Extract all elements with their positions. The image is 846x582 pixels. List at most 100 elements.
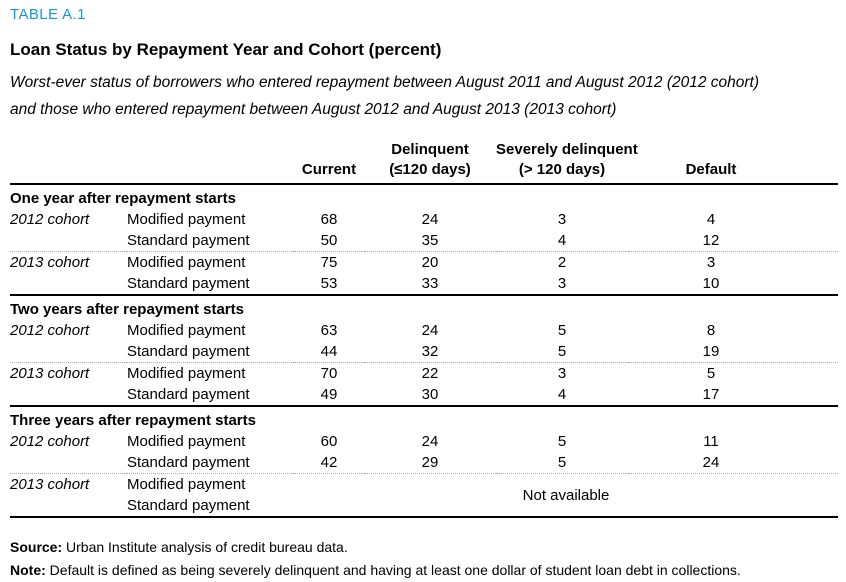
page-title: Loan Status by Repayment Year and Cohort… [10, 40, 442, 59]
payment-cell: Standard payment [127, 454, 250, 471]
subtitle-line-2: and those who entered repayment between … [10, 101, 617, 118]
column-header-delinquent-line1: Delinquent [391, 141, 469, 158]
value-default: 19 [702, 343, 720, 360]
note-text: Default is defined as being severely del… [45, 562, 741, 578]
cohort-cell [10, 273, 127, 295]
value-default: 5 [628, 362, 838, 384]
value-severely-delinquent: 5 [557, 343, 567, 360]
value-default: 11 [703, 433, 719, 450]
cohort-cell [10, 230, 127, 252]
payment-cell: Standard payment [127, 275, 250, 292]
cohort-cell: 2013 cohort [10, 251, 127, 273]
column-header-severely-line2: (> 120 days) [518, 161, 606, 178]
column-header-delinquent: Delinquent (≤120 days) [364, 140, 496, 185]
value-current: 49 [320, 386, 338, 403]
table-row: Standard payment 44 32 5 19 [10, 341, 838, 363]
section-title: One year after repayment starts [10, 183, 838, 209]
value-severely-delinquent: 5 [557, 454, 567, 471]
table-row: 2012 cohort Modified payment 68 24 3 4 [10, 209, 838, 230]
value-current: 75 [294, 251, 364, 273]
table-row: 2013 cohort Modified payment 75 20 2 3 [10, 251, 838, 273]
source-label: Source: [10, 539, 63, 555]
value-delinquent: 22 [364, 362, 496, 384]
column-header-severely-line1: Severely delinquent [496, 141, 638, 158]
cohort-cell: 2012 cohort [10, 433, 90, 450]
not-available-cell: Not available [294, 473, 838, 517]
value-delinquent: 32 [421, 343, 439, 360]
value-current: 50 [320, 232, 338, 249]
value-default: 12 [702, 232, 720, 249]
value-delinquent: 24 [421, 433, 439, 450]
section-header-two-years: Two years after repayment starts [10, 294, 838, 320]
table-footnotes: Source: Urban Institute analysis of cred… [10, 536, 838, 582]
value-current: 63 [320, 322, 338, 339]
value-severely-delinquent: 4 [557, 232, 567, 249]
value-delinquent: 35 [421, 232, 439, 249]
value-severely-delinquent: 2 [496, 251, 628, 273]
payment-cell: Modified payment [127, 473, 294, 495]
table-row: 2012 cohort Modified payment 63 24 5 8 [10, 320, 838, 341]
table-row: 2013 cohort Modified payment 70 22 3 5 [10, 362, 838, 384]
column-header-severely-delinquent: Severely delinquent (> 120 days) [496, 140, 638, 185]
cohort-cell: 2013 cohort [10, 362, 127, 384]
value-severely-delinquent: 3 [557, 275, 567, 292]
value-current: 60 [320, 433, 338, 450]
value-delinquent: 33 [421, 275, 439, 292]
value-delinquent: 30 [421, 386, 439, 403]
column-header-delinquent-line2: (≤120 days) [389, 161, 471, 178]
cohort-cell [10, 495, 127, 517]
cohort-cell: 2013 cohort [10, 473, 127, 495]
value-default: 4 [706, 211, 716, 228]
section-header-one-year: One year after repayment starts [10, 183, 838, 209]
payment-cell: Standard payment [127, 497, 250, 514]
value-severely-delinquent: 3 [557, 211, 567, 228]
payment-cell: Modified payment [127, 433, 246, 450]
table-row-not-available: 2013 cohort Modified payment Not availab… [10, 473, 838, 517]
header-cohort-empty [10, 140, 127, 185]
value-default: 10 [702, 275, 720, 292]
payment-cell: Standard payment [127, 386, 250, 403]
value-default: 17 [702, 386, 720, 403]
payment-cell: Standard payment [127, 343, 250, 360]
cohort-cell: 2012 cohort [10, 211, 90, 228]
source-text: Urban Institute analysis of credit burea… [62, 539, 348, 555]
header-payment-empty [127, 140, 294, 185]
cohort-cell [10, 452, 127, 474]
payment-cell: Standard payment [127, 232, 250, 249]
cohort-cell [10, 384, 127, 406]
table-row: Standard payment 49 30 4 17 [10, 384, 838, 406]
value-current: 70 [294, 362, 364, 384]
loan-status-table: Current Delinquent (≤120 days) Severely … [10, 140, 838, 518]
note-label: Note: [10, 562, 46, 578]
column-header-row: Current Delinquent (≤120 days) Severely … [10, 140, 838, 185]
value-current: 44 [320, 343, 338, 360]
value-severely-delinquent: 3 [496, 362, 628, 384]
value-severely-delinquent: 5 [557, 433, 567, 450]
value-delinquent: 24 [421, 211, 439, 228]
payment-cell: Modified payment [127, 211, 246, 228]
value-current: 68 [320, 211, 338, 228]
value-severely-delinquent: 4 [557, 386, 567, 403]
table-subtitle: Worst-ever status of borrowers who enter… [10, 69, 838, 123]
table-number-label: TABLE A.1 [10, 6, 86, 23]
column-header-current: Current [294, 140, 364, 185]
section-title: Two years after repayment starts [10, 294, 838, 320]
value-delinquent: 24 [421, 322, 439, 339]
table-row-not-available: Standard payment [10, 495, 838, 517]
cohort-cell [10, 341, 127, 363]
value-default: 8 [706, 322, 716, 339]
table-row: Standard payment 53 33 3 10 [10, 273, 838, 295]
subtitle-line-1: Worst-ever status of borrowers who enter… [10, 74, 760, 91]
source-line: Source: Urban Institute analysis of cred… [10, 536, 838, 559]
table-row: Standard payment 42 29 5 24 [10, 452, 838, 474]
section-title: Three years after repayment starts [10, 405, 838, 431]
value-default: 3 [628, 251, 838, 273]
value-delinquent: 20 [364, 251, 496, 273]
payment-cell: Modified payment [127, 362, 294, 384]
column-header-default: Default [628, 140, 838, 185]
value-default: 24 [702, 454, 720, 471]
section-header-three-years: Three years after repayment starts [10, 405, 838, 431]
table-row: Standard payment 50 35 4 12 [10, 230, 838, 252]
table-row: 2012 cohort Modified payment 60 24 5 11 [10, 431, 838, 452]
